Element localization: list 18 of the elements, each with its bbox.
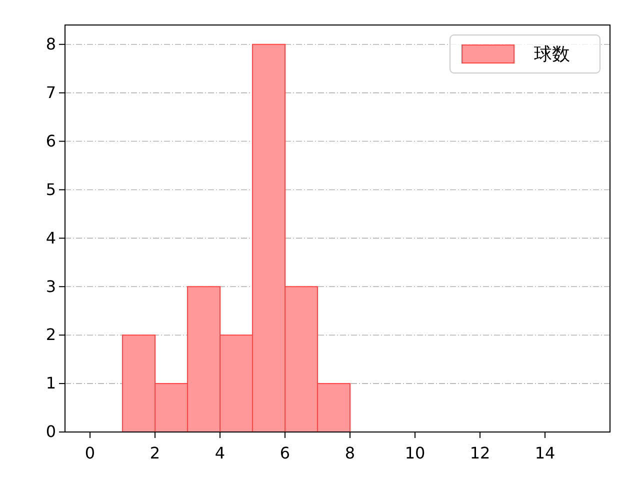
x-tick-label: 8 xyxy=(344,444,356,463)
x-tick-label: 4 xyxy=(214,444,226,463)
x-tick-label: 2 xyxy=(150,444,160,463)
y-tick-label: 0 xyxy=(46,422,56,442)
y-tick-label: 4 xyxy=(46,228,56,248)
y-tick-label: 3 xyxy=(46,276,56,296)
x-tick-label: 12 xyxy=(470,444,490,463)
y-tick-label: 2 xyxy=(46,325,56,344)
legend-label: 球数 xyxy=(534,44,570,65)
x-tick-label: 10 xyxy=(404,444,426,463)
y-tick-label: 1 xyxy=(46,374,56,393)
y-tick-label: 5 xyxy=(46,180,56,199)
y-tick-label: 7 xyxy=(46,82,56,102)
y-tick-label: 6 xyxy=(46,131,56,150)
x-tick-label: 14 xyxy=(534,444,556,463)
x-tick-label: 6 xyxy=(280,444,290,463)
y-tick-label: 8 xyxy=(46,34,56,54)
x-tick-label: 0 xyxy=(84,444,96,463)
